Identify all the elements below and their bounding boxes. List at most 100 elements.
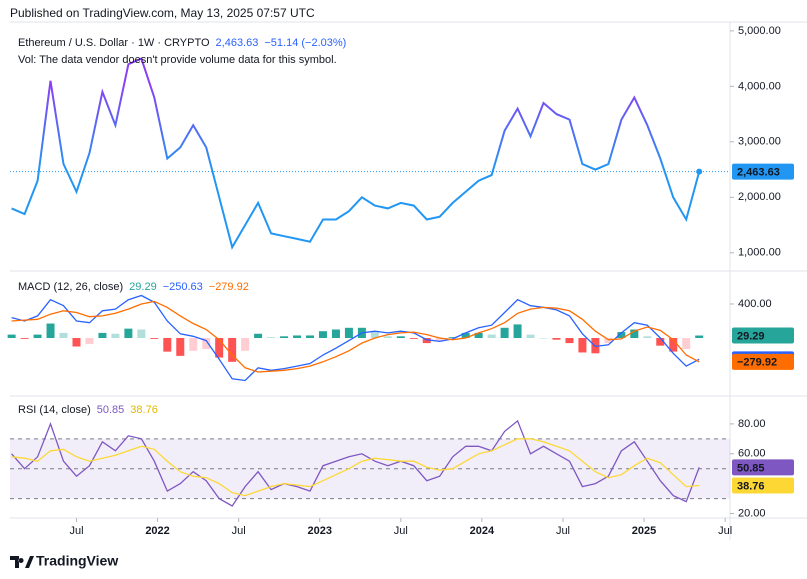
histogram-bar [539, 338, 548, 339]
symbol-title: Ethereum / U.S. Dollar · 1W · CRYPTO [18, 37, 210, 49]
last-price-dot [696, 168, 703, 175]
y-tick-label: 80.00 [738, 418, 766, 430]
histogram-bar [448, 337, 457, 339]
histogram-bar [513, 324, 522, 339]
macd-line [11, 300, 700, 373]
histogram-bar [630, 329, 639, 339]
histogram-bar [33, 334, 42, 339]
histogram-bar [254, 333, 263, 339]
y-tick-label: 3,000.00 [738, 136, 781, 148]
histogram-bar [189, 338, 198, 351]
histogram-bar [344, 327, 353, 339]
value-badge [732, 477, 794, 494]
histogram-bar [409, 338, 418, 339]
histogram-bar [682, 338, 691, 350]
histogram-bar [137, 329, 146, 339]
value-badge [732, 163, 794, 180]
histogram-bar [59, 332, 68, 339]
published-note: Published on TradingView.com, May 13, 20… [10, 6, 315, 20]
rsi-ma-value: 38.76 [130, 404, 158, 416]
histogram-bar [500, 327, 509, 339]
histogram-bar [565, 338, 574, 344]
value-badge-label: −279.92 [737, 357, 777, 369]
macd-title: MACD (12, 26, close) [18, 281, 123, 293]
value-badge-label: 29.29 [737, 330, 765, 342]
value-badge [732, 353, 794, 370]
value-badge-label: 50.85 [737, 462, 765, 474]
y-tick-label: 400.00 [738, 298, 772, 310]
histogram-bar [72, 338, 81, 347]
histogram-bar [669, 338, 678, 352]
histogram-bar [215, 338, 224, 358]
histogram-bar [461, 332, 470, 339]
volume-note: Vol: The data vendor doesn't provide vol… [18, 54, 337, 66]
histogram-bar [396, 336, 405, 339]
histogram-bar [643, 336, 652, 339]
y-tick-label: 4,000.00 [738, 80, 781, 92]
histogram-bar [124, 328, 133, 339]
rsi-title: RSI (14, close) [18, 404, 91, 416]
histogram-bar [267, 337, 276, 339]
x-tick-label: Jul [394, 525, 408, 537]
histogram-bar [331, 329, 340, 339]
value-badge-label: 2,463.63 [737, 167, 780, 179]
histogram-bar [604, 338, 613, 344]
signal-value: −279.92 [209, 281, 249, 293]
histogram-bar [293, 335, 302, 339]
plots: 1,000.00 2,000.00 3,000.00 4,000.00 5,000.00… [7, 25, 781, 537]
histogram-bar [98, 332, 107, 339]
histogram-bar [552, 338, 561, 340]
y-tick-label: 20.00 [738, 507, 766, 519]
symbol-legend: Ethereum / U.S. Dollar · 1W · CRYPTO 2,46… [18, 37, 346, 49]
histogram-bar [306, 335, 314, 339]
histogram-bar [46, 323, 55, 339]
logo: TradingView [10, 553, 118, 569]
x-tick-label: Jul [69, 525, 83, 537]
y-tick-label: 5,000.00 [738, 25, 781, 37]
x-tick-label: 2025 [632, 525, 656, 537]
x-tick-label: Jul [232, 525, 246, 537]
x-tick-label: Jul [556, 525, 570, 537]
macd-line [11, 294, 700, 382]
histogram-bar [487, 334, 496, 339]
histogram-bar [526, 334, 535, 339]
series-line [11, 419, 700, 507]
series-line [11, 438, 700, 497]
y-tick-label: 60.00 [738, 448, 766, 460]
histogram-bar [176, 338, 185, 356]
histogram-bar [383, 336, 392, 339]
histogram-bar [370, 331, 379, 339]
histogram-bar [202, 338, 211, 350]
y-tick-label: 2,000.00 [738, 191, 781, 203]
value-badge-label: 38.76 [737, 480, 765, 492]
macd-legend: MACD (12, 26, close) 29.29 −250.63 −279.92 [18, 281, 249, 293]
hist-value: 29.29 [129, 281, 157, 293]
x-tick-label: 2023 [307, 525, 331, 537]
histogram-bar [695, 335, 704, 339]
value-badge [732, 327, 794, 344]
x-tick-label: 2024 [470, 525, 495, 537]
histogram-bar [85, 338, 94, 344]
histogram-bar [422, 338, 431, 344]
price: 2,463.63 [216, 37, 259, 49]
histogram-bar [241, 338, 250, 351]
histogram-bar [111, 333, 120, 339]
histogram-bar [163, 338, 172, 352]
value-badge [732, 459, 794, 476]
brand: TradingView [36, 553, 118, 569]
histogram-bar [617, 332, 626, 339]
histogram-bar [7, 334, 16, 339]
price-line [11, 57, 701, 250]
histogram-bar [578, 338, 587, 353]
histogram-bar [150, 338, 159, 339]
x-tick-label: Jul [718, 525, 732, 537]
change: −51.14 (−2.03%) [264, 37, 346, 49]
histogram-bar [474, 332, 483, 339]
histogram-bar [318, 331, 327, 339]
rsi-legend: RSI (14, close) 50.85 38.76 [18, 404, 158, 416]
x-tick-label: 2022 [145, 525, 169, 537]
histogram-bar [280, 336, 289, 339]
macd-value: −250.63 [163, 281, 203, 293]
logo-mark [10, 556, 34, 568]
